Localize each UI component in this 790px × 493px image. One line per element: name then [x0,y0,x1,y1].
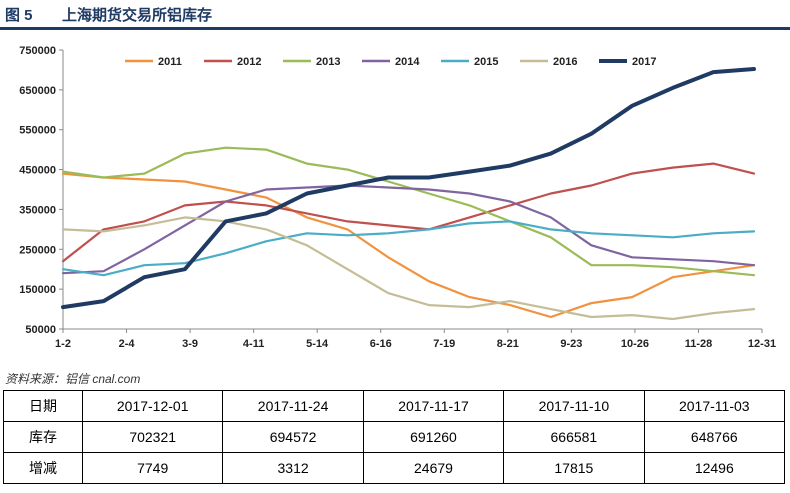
y-tick-label: 650000 [19,85,56,97]
series-line-2015 [61,220,756,277]
series-line-2011 [61,172,756,319]
x-tick-label: 5-14 [306,338,329,350]
source-note: 资料来源：铝信 cnal.com [5,372,141,386]
legend-label-2013: 2013 [316,56,340,68]
table-cell: 666581 [503,421,645,453]
table-cell: 7749 [81,452,224,484]
table-row-stock: 库存 702321 694572 691260 666581 648766 [3,421,786,453]
y-tick-label: 750000 [19,45,56,57]
x-tick-label: 6-16 [370,338,392,350]
table-cell: 2017-11-10 [503,390,645,422]
y-tick-label: 550000 [19,125,56,137]
series-line-2017 [61,67,756,310]
legend-label-2015: 2015 [474,56,498,68]
y-tick-label: 250000 [19,244,56,256]
table-row-header: 库存 [3,421,83,453]
y-tick-label: 50000 [25,324,56,336]
x-tick-label: 4-11 [243,338,264,350]
table-row-date: 日期 2017-12-01 2017-11-24 2017-11-17 2017… [3,390,786,422]
legend-label-2017: 2017 [632,56,656,68]
header-rule [0,27,790,30]
x-tick-label: 12-31 [748,338,776,350]
table-cell: 2017-11-03 [643,390,786,422]
table-cell: 648766 [643,421,786,453]
figure-title: 上海期货交易所铝库存 [62,7,213,24]
series-line-2014 [61,184,756,275]
x-tick-label: 1-2 [55,338,71,350]
x-tick-label: 8-21 [497,338,519,350]
table-cell: 2017-12-01 [81,390,224,422]
table-cell: 691260 [362,421,505,453]
table-cell: 24679 [362,452,505,484]
x-tick-label: 11-28 [685,338,713,350]
table-cell: 702321 [81,421,224,453]
table-cell: 2017-11-17 [362,390,505,422]
table-cell: 12496 [643,452,786,484]
table-cell: 694572 [222,421,364,453]
inventory-line-chart: 50000 150000 250000 350000 450000 550000 65000… [19,45,776,350]
table-row-header: 日期 [3,390,83,422]
legend-label-2011: 2011 [158,56,182,68]
figure-header: 图 5 上海期货交易所铝库存 [0,0,790,32]
legend-label-2016: 2016 [553,56,577,68]
y-tick-label: 450000 [19,165,56,177]
table-row-header: 增减 [3,452,83,484]
y-tick-label: 350000 [19,204,56,216]
x-tick-label: 2-4 [119,338,136,350]
table-cell: 3312 [222,452,364,484]
legend-label-2014: 2014 [395,56,420,68]
table-cell: 17815 [503,452,645,484]
x-tick-label: 10-26 [621,338,649,350]
legend-label-2012: 2012 [237,56,261,68]
series-line-2012 [61,162,756,263]
series-line-2016 [61,216,756,321]
x-tick-label: 7-19 [433,338,455,350]
inventory-table: 日期 2017-12-01 2017-11-24 2017-11-17 2017… [3,390,786,484]
figure-number: 图 5 [5,7,33,24]
table-row-change: 增减 7749 3312 24679 17815 12496 [3,452,786,484]
x-tick-label: 3-9 [182,338,198,350]
x-tick-label: 9-23 [560,338,582,350]
table-cell: 2017-11-24 [222,390,364,422]
y-tick-label: 150000 [19,284,56,296]
